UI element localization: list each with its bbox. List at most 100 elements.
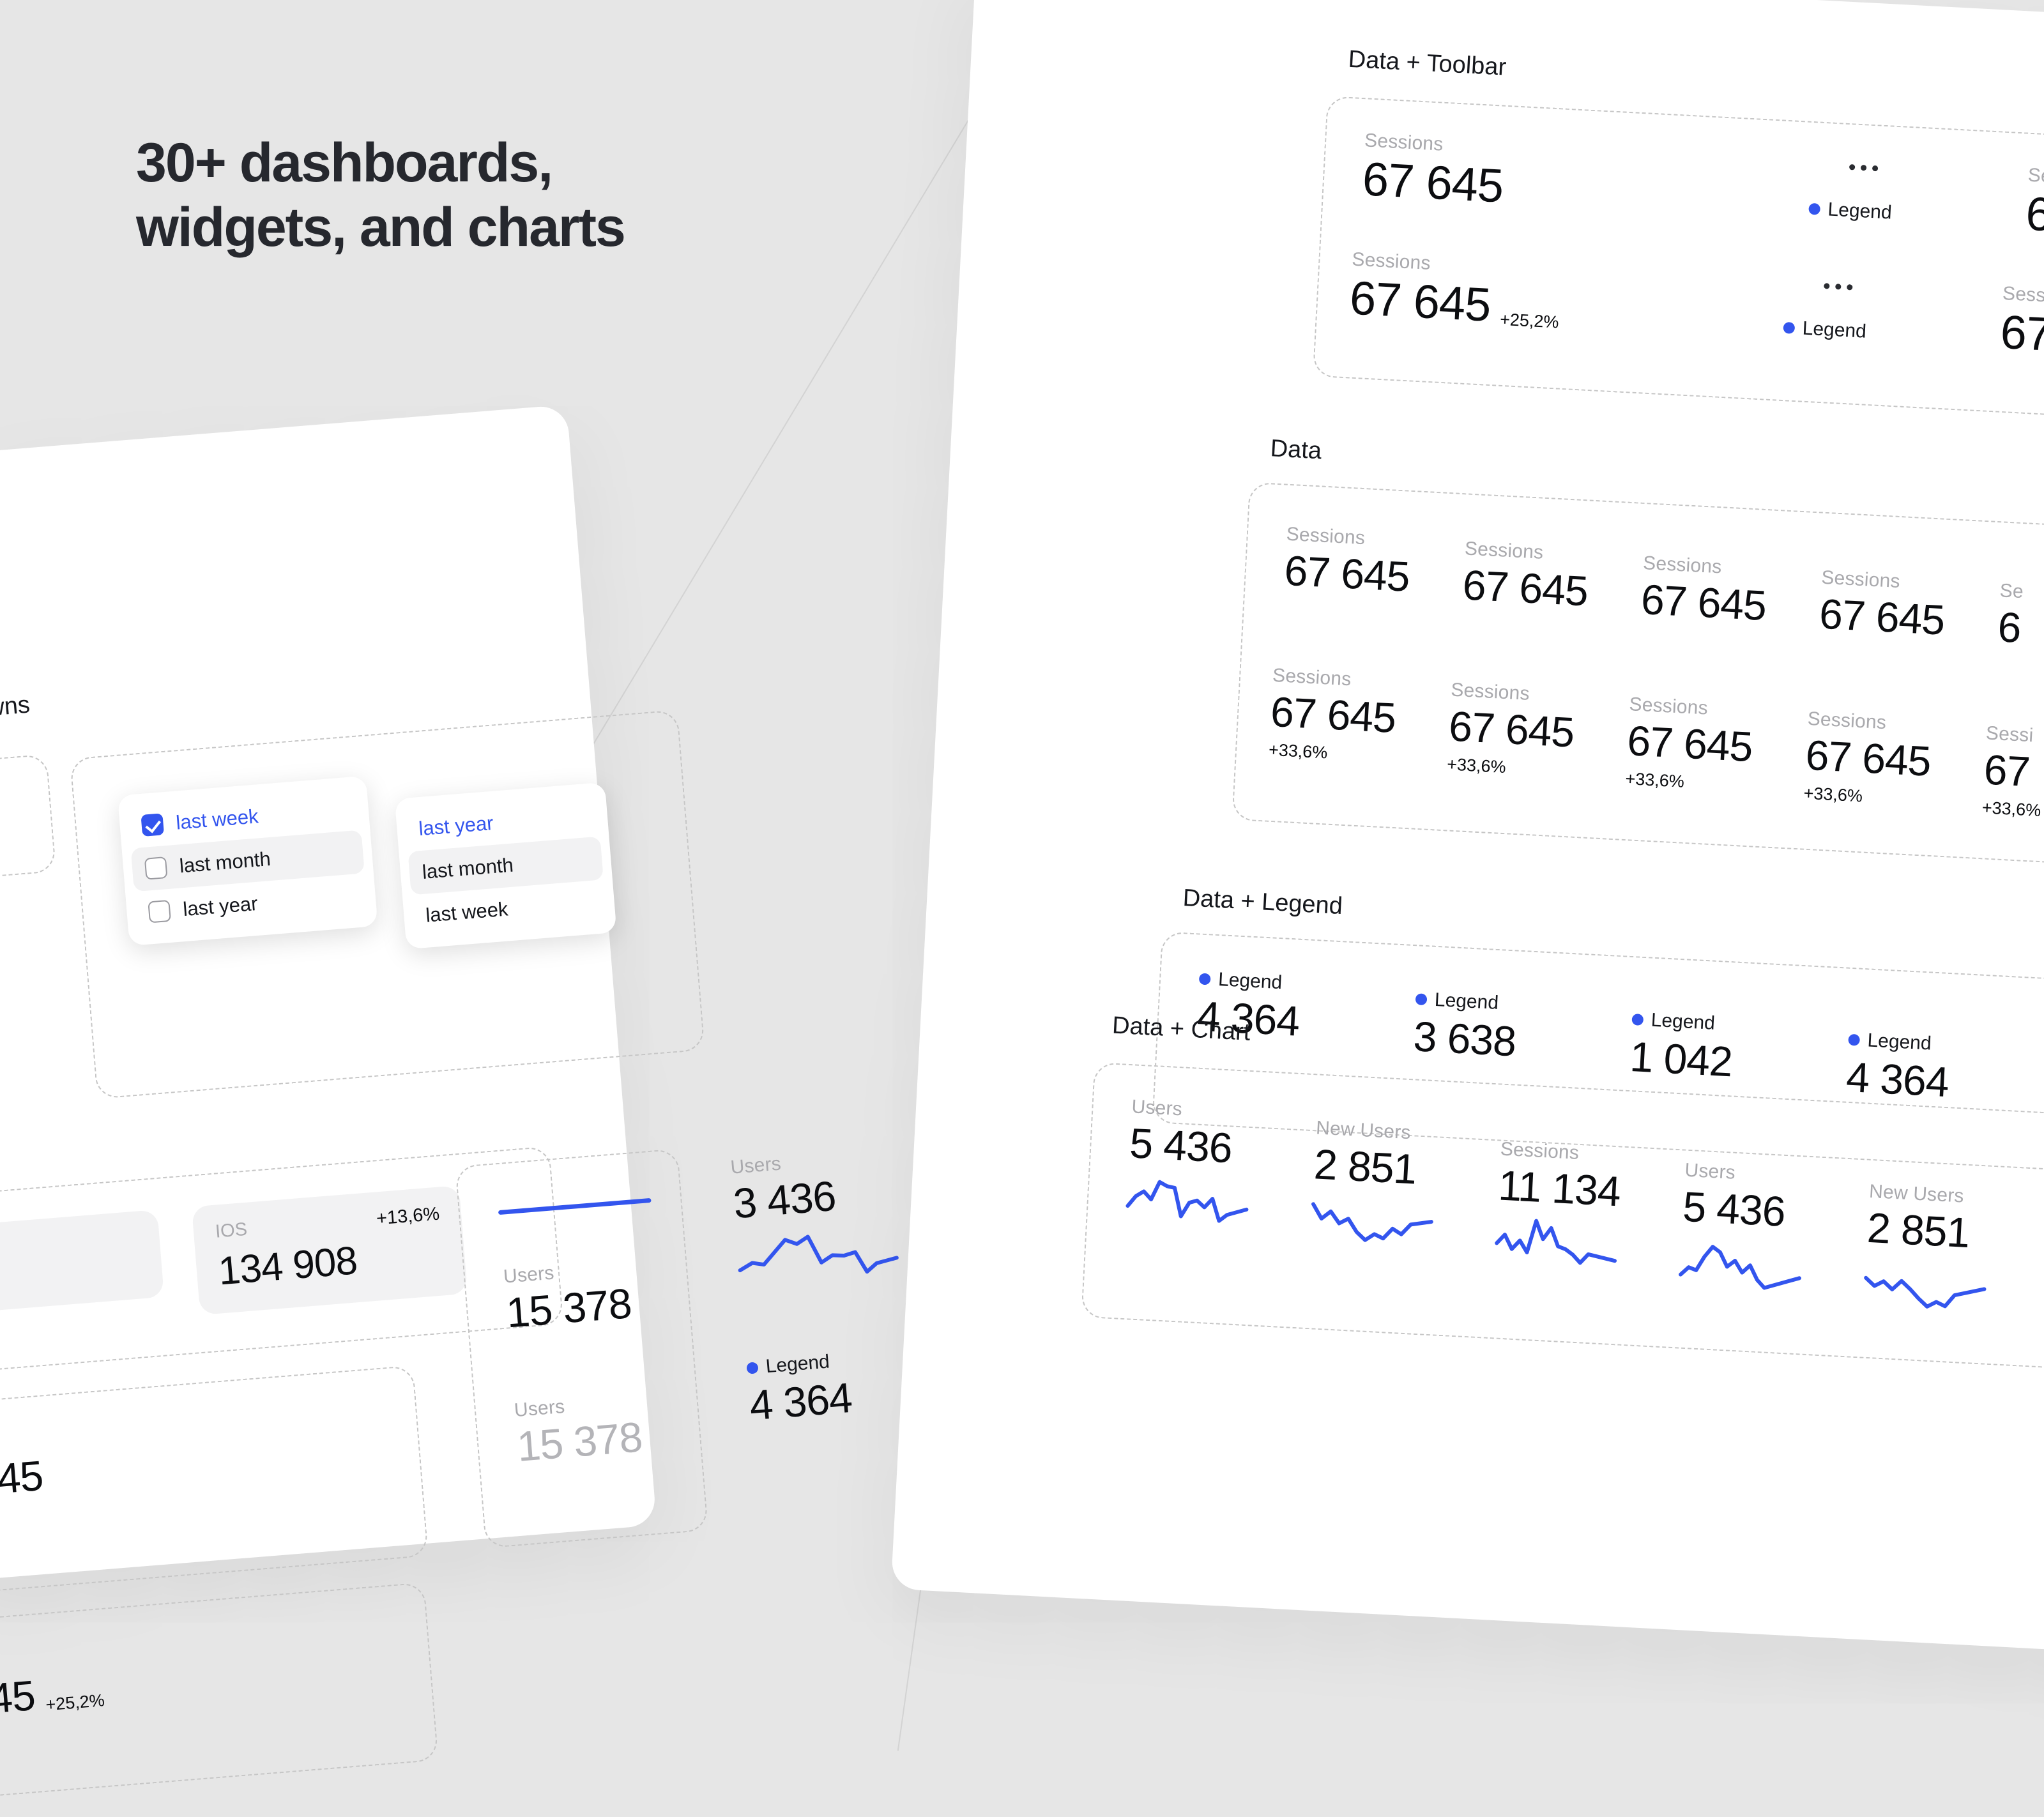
metric-delta: +33,6% bbox=[1268, 740, 1329, 763]
data-card-r2c5[interactable]: Sessi 67 +33,6% bbox=[1981, 722, 2044, 821]
dropdown-item-label: last month bbox=[178, 848, 271, 878]
metric-value: 67 645 bbox=[1269, 687, 1397, 741]
headline-line-2: widgets, and charts bbox=[136, 197, 626, 259]
sparkline-chart bbox=[1864, 1275, 1987, 1309]
chip-value: 134 908 bbox=[217, 1238, 359, 1294]
data-card-r1c2[interactable]: Sessions 67 645 bbox=[1461, 538, 1590, 615]
dropdown-item-label: last year bbox=[182, 892, 259, 921]
chip-card-clipped[interactable]: 908 bbox=[0, 1209, 165, 1318]
metric-value: 67 645 bbox=[1461, 561, 1589, 615]
dropdown-checkbox-list[interactable]: last week last month last year bbox=[117, 775, 378, 947]
metric-delta: +33,6% bbox=[1446, 754, 1507, 777]
legend-label: Legend bbox=[1434, 989, 1499, 1014]
data-card-r2c2[interactable]: Sessions 67 645 +33,6% bbox=[1447, 680, 1576, 781]
headline-line-1: 30+ dashboards, bbox=[136, 132, 553, 194]
metric-value: 67 64 bbox=[1999, 305, 2044, 364]
metric-value: 67 6 bbox=[2024, 186, 2044, 245]
legend-card-4[interactable]: Legend 4 364 bbox=[1845, 1029, 1951, 1106]
section-title-data: Data bbox=[1269, 435, 1323, 465]
metric-delta: +33,6% bbox=[1803, 783, 1863, 806]
dropdown-item-label: last week bbox=[425, 897, 509, 927]
chip-delta: +13,6% bbox=[375, 1203, 441, 1229]
chart-card-5[interactable]: New Users 2 851 bbox=[1863, 1181, 1991, 1312]
metric-label: Se bbox=[1999, 580, 2024, 603]
section-title-data-toolbar: Data + Toolbar bbox=[1347, 45, 1507, 81]
accent-bar bbox=[498, 1197, 652, 1215]
data-group-container: Sessions 67 645 Sessions 67 645 Sessions… bbox=[1232, 482, 2044, 881]
legend-label: Legend bbox=[1866, 1030, 1932, 1054]
metric-value: 67 645 bbox=[1640, 575, 1767, 630]
legend-label: Legend bbox=[1827, 199, 1893, 224]
users-muted-card[interactable]: Users 15 378 bbox=[514, 1390, 644, 1470]
metric-label: Sessi bbox=[1985, 722, 2034, 747]
data-card-r1c5[interactable]: Se 6 bbox=[1996, 580, 2024, 651]
toolbar-card-1[interactable]: Sessions 67 645 bbox=[1361, 130, 1506, 212]
data-card-r2c3[interactable]: Sessions 67 645 +33,6% bbox=[1625, 694, 1755, 795]
data-card-r1c1[interactable]: Sessions 67 645 bbox=[1283, 524, 1412, 600]
page-headline: 30+ dashboards, widgets, and charts bbox=[136, 131, 966, 261]
legend-card-3[interactable]: Legend 1 042 bbox=[1628, 1008, 1735, 1086]
metric-value: 4 364 bbox=[1845, 1053, 1950, 1106]
metric-value: 11 134 bbox=[1497, 1161, 1622, 1215]
chip-label: IOS bbox=[214, 1219, 248, 1242]
legend-label: Legend bbox=[1217, 969, 1283, 994]
users-chart-card[interactable]: Users 3 436 bbox=[729, 1144, 899, 1288]
chart-card-4[interactable]: Users 5 436 bbox=[1679, 1160, 1806, 1291]
toolbar-legend-2[interactable]: Legend bbox=[1783, 317, 1867, 343]
legend-dot-icon bbox=[1415, 993, 1428, 1006]
chart-card-3[interactable]: Sessions 11 134 bbox=[1495, 1139, 1623, 1270]
chip-value: 908 bbox=[0, 1235, 141, 1296]
legend-dot-icon bbox=[1808, 202, 1821, 215]
metric-delta: +33,6% bbox=[0, 1504, 47, 1534]
sessions-inline-card-container: Sessions 67 645 +25,2% bbox=[0, 1582, 439, 1806]
toolbar-card-2[interactable]: Sessions 67 6 bbox=[2024, 165, 2044, 245]
metric-value: 6 bbox=[1996, 603, 2022, 651]
data-card-r1c3[interactable]: Sessions 67 645 bbox=[1640, 552, 1769, 630]
metric-delta: +25,2% bbox=[45, 1691, 105, 1715]
metric-value: 1 042 bbox=[1628, 1033, 1734, 1086]
sparkline-chart bbox=[1679, 1245, 1801, 1290]
more-options-icon[interactable] bbox=[1849, 164, 1879, 172]
checkbox-icon[interactable] bbox=[141, 813, 165, 837]
sparkline-chart bbox=[1495, 1219, 1617, 1265]
metric-value: 3 638 bbox=[1412, 1012, 1517, 1065]
legend-dot-icon bbox=[1198, 973, 1211, 985]
metric-value: 67 645 bbox=[1447, 702, 1576, 756]
legend-card-2[interactable]: Legend 3 638 bbox=[1412, 988, 1518, 1065]
dropdown-plain-list[interactable]: last year last month last week bbox=[394, 782, 617, 950]
metric-value: 2 851 bbox=[1866, 1203, 1971, 1257]
chart-card-2[interactable]: New Users 2 851 bbox=[1310, 1117, 1438, 1249]
toolbar-card-4[interactable]: Sessions 67 64 bbox=[1999, 283, 2044, 364]
metric-delta: +33,6% bbox=[1981, 798, 2041, 821]
legend-label: Legend bbox=[1801, 317, 1867, 342]
legend-dot-icon bbox=[1631, 1014, 1644, 1026]
sessions-inline-card[interactable]: Sessions 67 645 +25,2% bbox=[0, 1643, 105, 1728]
dropdown-item-label: last month bbox=[421, 853, 514, 883]
legend-dot-icon bbox=[746, 1362, 759, 1374]
users-stack-card-container: Users 15 378 Users 15 378 bbox=[455, 1148, 709, 1549]
metric-value: 67 645 bbox=[1283, 546, 1411, 600]
toolbar-legend-1[interactable]: Legend bbox=[1808, 198, 1893, 224]
checkbox-icon[interactable] bbox=[144, 856, 168, 880]
more-options-icon[interactable] bbox=[1824, 283, 1853, 291]
dropdown-item-label: last week bbox=[175, 805, 259, 834]
legend-value-card[interactable]: Legend 4 364 bbox=[746, 1349, 854, 1429]
data-card-r2c1[interactable]: Sessions 67 645 +33,6% bbox=[1268, 665, 1398, 766]
left-panel-title: ropdowns bbox=[0, 691, 31, 727]
sparkline-chart bbox=[1125, 1180, 1249, 1223]
data-card-r1c4[interactable]: Sessions 67 645 bbox=[1819, 567, 1947, 644]
sessions-card[interactable]: Sessions 67 645 +33,6% bbox=[0, 1429, 47, 1533]
data-card-r2c4[interactable]: Sessions 67 645 +33,6% bbox=[1803, 708, 1933, 810]
users-card[interactable]: Users 15 378 bbox=[503, 1256, 633, 1336]
checkbox-icon[interactable] bbox=[148, 899, 171, 924]
metric-value: 4 364 bbox=[747, 1373, 854, 1429]
data-toolbar-group-container: Sessions 67 645 Legend Sessions 67 6 Ses… bbox=[1312, 96, 2044, 434]
legend-label: Legend bbox=[1650, 1009, 1716, 1034]
chart-card-1[interactable]: Users 5 436 bbox=[1125, 1096, 1253, 1228]
legend-dot-icon bbox=[1783, 321, 1796, 334]
chip-card-ios[interactable]: IOS +13,6% 134 908 bbox=[191, 1185, 468, 1316]
checkbox-group-container bbox=[0, 754, 57, 886]
metric-value: 15 378 bbox=[515, 1413, 644, 1470]
legend-label: Legend bbox=[765, 1351, 830, 1378]
toolbar-card-3[interactable]: Sessions 67 645 +25,2% bbox=[1348, 248, 1562, 332]
